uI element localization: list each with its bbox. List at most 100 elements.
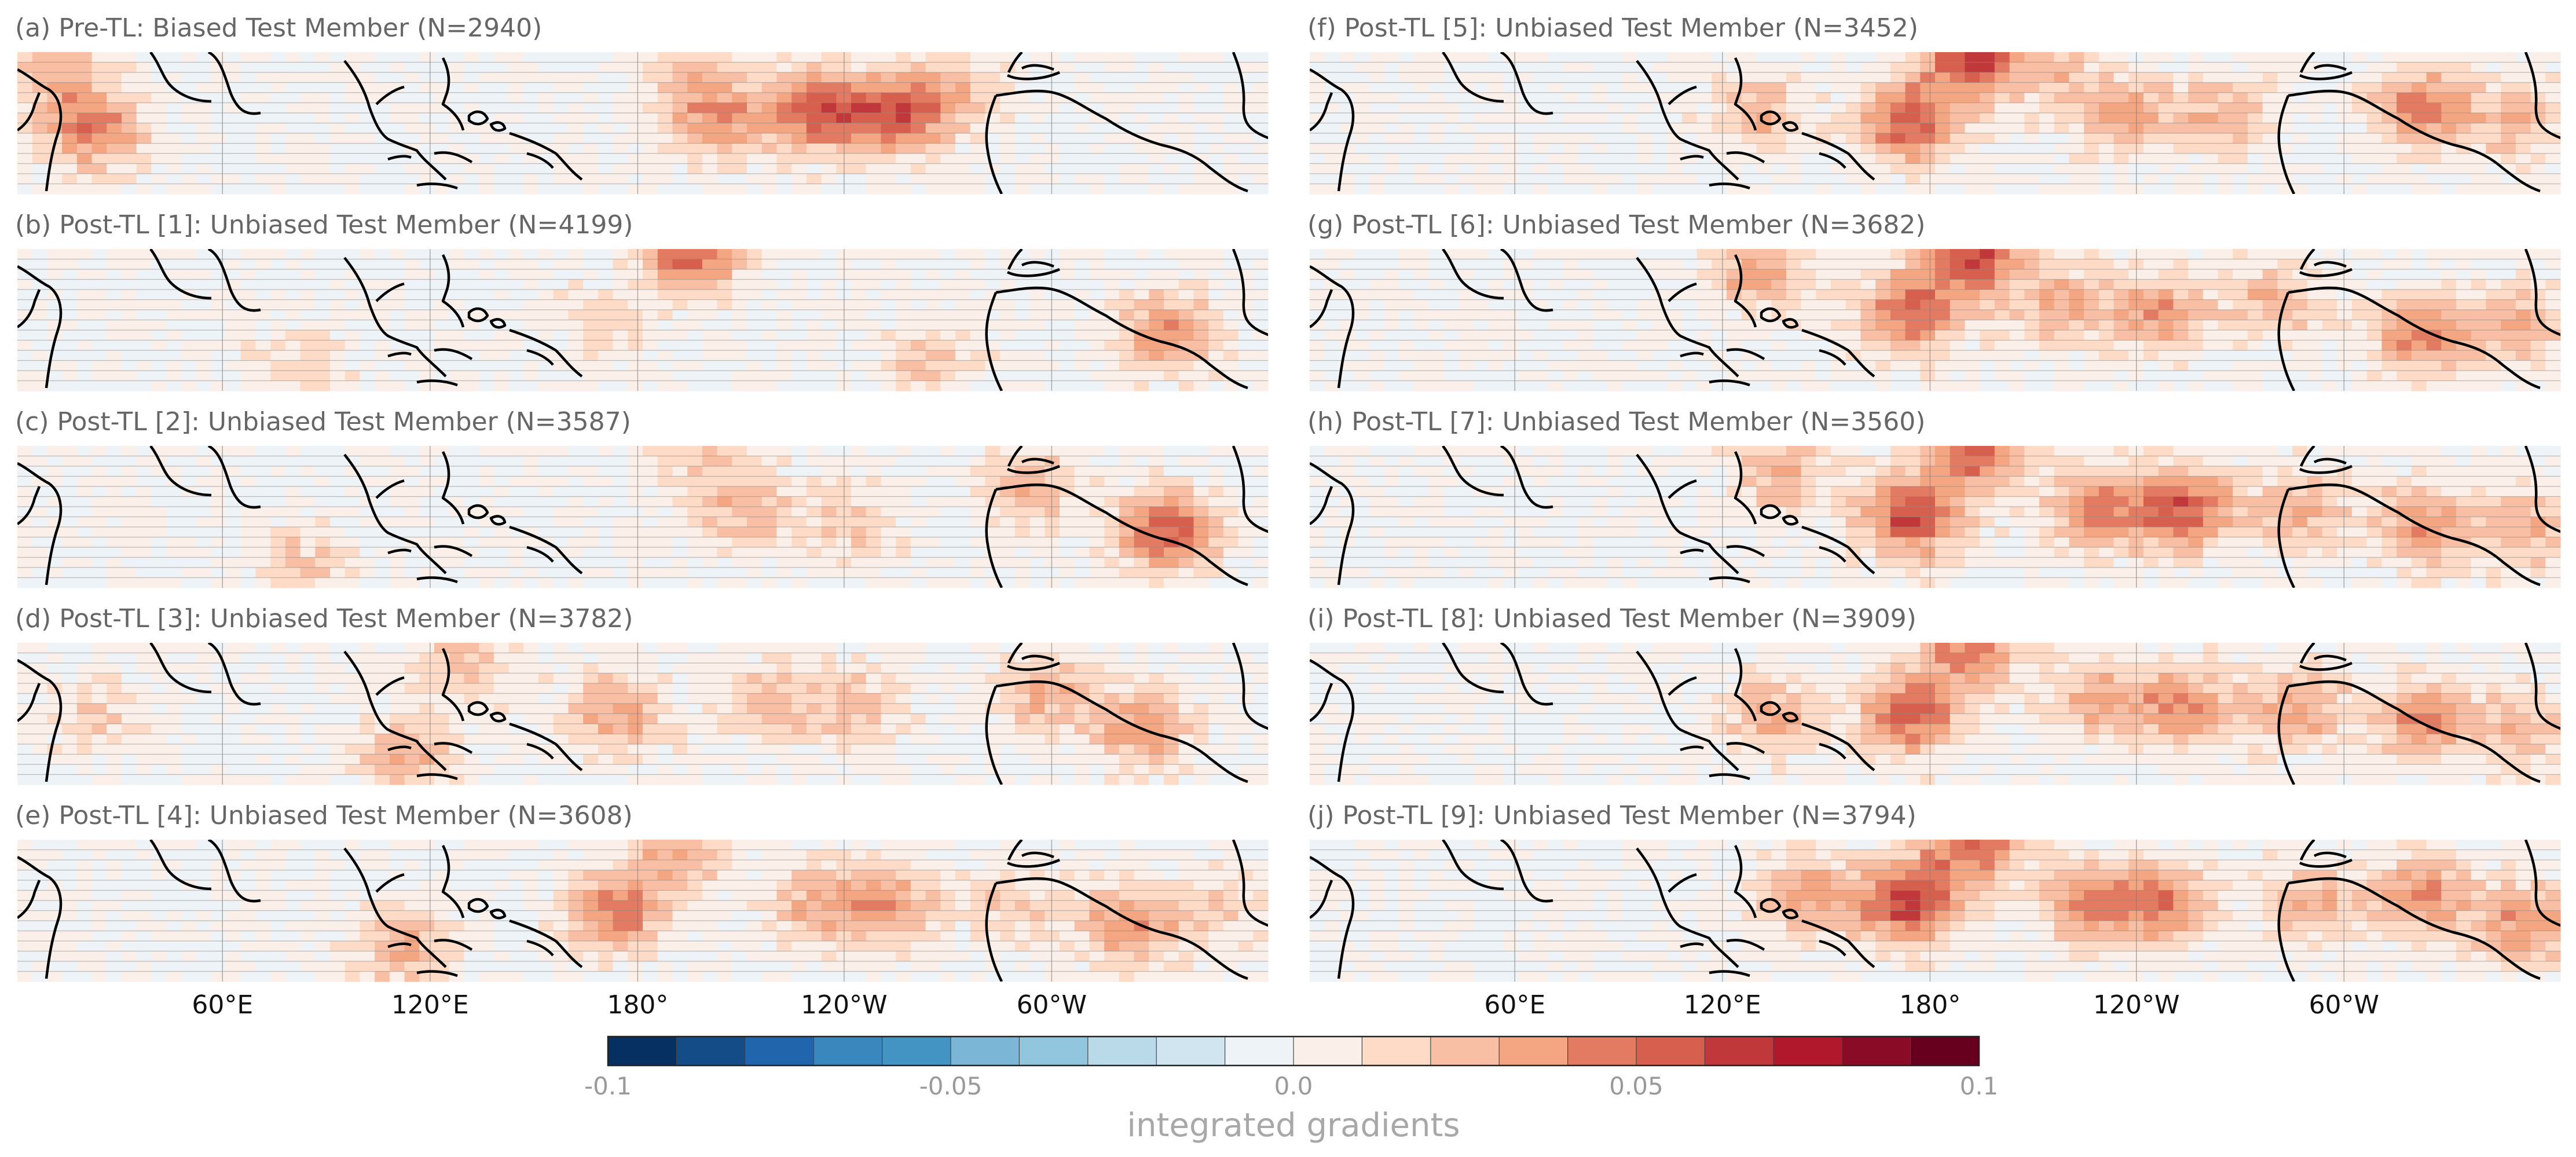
heatmap-cell (657, 537, 673, 548)
heatmap-cell (493, 163, 510, 174)
heatmap-cell (598, 537, 614, 548)
heatmap-cell (583, 371, 599, 382)
heatmap-cell (568, 330, 584, 341)
heatmap-cell (493, 744, 510, 755)
heatmap-cell (702, 663, 718, 674)
heatmap-cell (1045, 102, 1060, 113)
heatmap-cell (1000, 840, 1016, 851)
heatmap-cell (910, 371, 926, 382)
heatmap-cell (523, 496, 539, 507)
heatmap-cell (732, 693, 747, 704)
heatmap-cell (925, 163, 941, 174)
heatmap-cell (76, 860, 93, 871)
heatmap-cell (1238, 290, 1254, 301)
heatmap-cell (806, 683, 822, 694)
heatmap-cell (330, 466, 346, 477)
heatmap-cell (151, 577, 167, 588)
heatmap-cell (851, 643, 867, 654)
heatmap-cell (389, 713, 405, 724)
heatmap-cell (449, 466, 465, 477)
heatmap-cell (1074, 133, 1090, 144)
heatmap-cell (687, 380, 703, 391)
heatmap-cell (136, 517, 152, 528)
heatmap-cell (240, 310, 256, 321)
heatmap-cell (345, 496, 361, 507)
heatmap-cell (62, 93, 78, 104)
heatmap-cell (657, 102, 673, 113)
heatmap-cell (345, 72, 361, 83)
heatmap-cell (375, 724, 390, 735)
heatmap-cell (1045, 330, 1060, 341)
heatmap-cell (300, 163, 316, 174)
heatmap-cell (270, 153, 286, 164)
heatmap-cell (1104, 496, 1120, 507)
heatmap-cell (107, 133, 122, 144)
heatmap-cell (449, 683, 465, 694)
heatmap-cell (672, 269, 688, 280)
heatmap-cell (568, 299, 584, 310)
heatmap-cell (166, 653, 182, 664)
heatmap-cell (628, 174, 643, 185)
heatmap-cell (330, 683, 346, 694)
heatmap-cell (285, 764, 301, 775)
heatmap-cell (687, 693, 703, 704)
heatmap-cell (508, 123, 524, 134)
heatmap-cell (196, 557, 211, 568)
heatmap-cell (464, 133, 479, 144)
heatmap-cell (181, 62, 197, 73)
heatmap-cell (404, 693, 420, 704)
heatmap-cell (732, 774, 747, 785)
heatmap-cell (91, 184, 107, 195)
heatmap-cell (776, 102, 792, 113)
heatmap-cell (583, 527, 599, 538)
heatmap-cell (1164, 653, 1179, 664)
heatmap-cell (881, 299, 896, 310)
heatmap-cell (538, 380, 554, 391)
heatmap-cell (62, 673, 78, 684)
heatmap-cell (1074, 724, 1090, 735)
heatmap-cell (47, 52, 63, 63)
heatmap-cell (598, 93, 614, 104)
heatmap-cell (1045, 476, 1060, 487)
heatmap-cell (300, 850, 316, 861)
heatmap-cell (32, 557, 48, 568)
heatmap-cell (538, 683, 554, 694)
heatmap-cell (389, 360, 405, 371)
heatmap-cell (136, 174, 152, 185)
heatmap-cell (687, 123, 703, 134)
heatmap-cell (1000, 310, 1016, 321)
heatmap-cell (1223, 456, 1239, 467)
heatmap-cell (136, 330, 152, 341)
heatmap-cell (196, 704, 211, 715)
heatmap-cell (851, 507, 867, 518)
heatmap-cell (672, 184, 688, 195)
heatmap-cell (226, 153, 241, 164)
heatmap-cell (940, 704, 956, 715)
heatmap-cells (17, 52, 1269, 195)
heatmap-cell (255, 527, 271, 538)
heatmap-cell (1193, 259, 1209, 270)
heatmap-cell (896, 380, 911, 391)
heatmap-cell (122, 850, 137, 861)
heatmap-cell (702, 734, 718, 745)
heatmap-cell (107, 290, 122, 301)
heatmap-cell (896, 174, 911, 185)
heatmap-cell (255, 446, 271, 457)
heatmap-cell (136, 163, 152, 174)
heatmap-cell (657, 143, 673, 154)
heatmap-cell (940, 840, 956, 851)
heatmap-cell (1149, 496, 1164, 507)
heatmap-cell (449, 340, 465, 351)
heatmap-cell (196, 310, 211, 321)
heatmap-cell (1193, 754, 1209, 765)
heatmap-cell (672, 174, 688, 185)
heatmap-cell (925, 693, 941, 704)
heatmap-cell (523, 517, 539, 528)
heatmap-cell (747, 82, 763, 93)
heatmap-cell (375, 174, 390, 185)
heatmap-cell (226, 310, 241, 321)
heatmap-cell (493, 537, 510, 548)
heatmap-cell (166, 153, 182, 164)
heatmap-cell (270, 310, 286, 321)
heatmap-cell (151, 143, 167, 154)
